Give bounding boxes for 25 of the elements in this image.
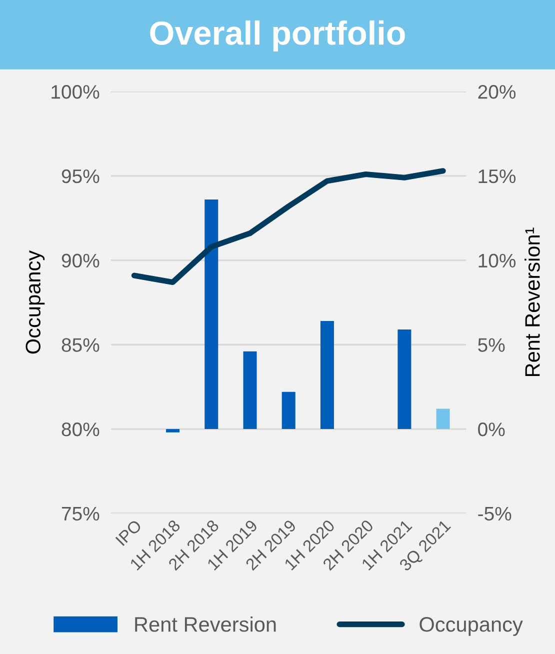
bar [204, 200, 218, 430]
bar [398, 329, 412, 430]
legend-label: Rent Reversion [135, 616, 276, 632]
chart-title: Overall portfolio [150, 20, 405, 52]
bar [166, 429, 180, 432]
y-tick-label: 100% [52, 85, 100, 99]
y-tick-label: 85% [62, 338, 100, 352]
y2-tick-label: 20% [478, 85, 516, 99]
y-tick-label: 90% [62, 254, 100, 268]
y2-tick-label: 5% [478, 338, 505, 352]
y2-axis-title: Rent Reversion¹ [524, 228, 540, 376]
y2-tick-label: 15% [478, 169, 516, 184]
x-tick-label: IPO [115, 519, 142, 546]
y-tick-label: 80% [62, 422, 100, 436]
bar [243, 351, 257, 430]
bar [436, 408, 450, 430]
y-axis-title: Occupancy [26, 250, 45, 354]
y2-tick-label: -5% [478, 506, 512, 521]
bar [320, 321, 334, 430]
y2-tick-label: 0% [478, 422, 505, 436]
y-tick-label: 75% [62, 506, 100, 521]
y-tick-label: 95% [62, 169, 100, 184]
y2-tick-label: 10% [478, 254, 516, 268]
legend-label: Occupancy [420, 617, 523, 636]
bar [282, 392, 296, 430]
